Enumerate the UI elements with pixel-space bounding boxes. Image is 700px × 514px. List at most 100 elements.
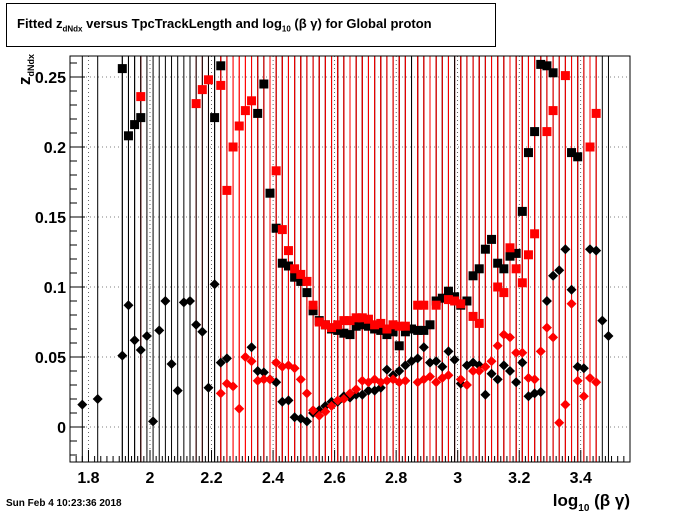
data-point-diamond (548, 270, 559, 281)
data-point-diamond (314, 410, 325, 421)
data-point-diamond (394, 366, 405, 376)
data-point-diamond (351, 384, 362, 395)
data-point-diamond (123, 300, 134, 311)
data-point-square (542, 127, 552, 137)
marker-layer (77, 59, 614, 428)
data-point-square (530, 127, 540, 137)
data-point-diamond (381, 364, 392, 375)
data-point-square (443, 295, 453, 305)
x-tick-label: 2 (146, 470, 155, 487)
data-point-diamond (554, 417, 565, 428)
data-point-diamond (548, 332, 559, 343)
y-axis-title: zdNdx (15, 54, 36, 85)
data-point-square (271, 166, 281, 176)
data-point-square (585, 142, 595, 152)
axis-layer: 1.8 2 2.2 2.4 2.6 2.8 3 3.2 3.4 0 0.05 0.1 0.15 0.2 0.… (15, 54, 630, 514)
data-point-square (302, 288, 312, 298)
data-point-diamond (320, 406, 331, 417)
x-tick-label: 2.2 (200, 470, 222, 487)
data-point-diamond (572, 375, 583, 386)
data-point-square (413, 300, 423, 310)
data-point-diamond (560, 244, 571, 255)
data-point-diamond (418, 342, 429, 353)
data-point-square (130, 120, 140, 130)
data-point-diamond (585, 373, 595, 383)
data-point-diamond (148, 416, 159, 427)
data-point-square (247, 96, 257, 106)
data-point-diamond (141, 331, 152, 341)
data-point-diamond (455, 374, 466, 385)
data-point-diamond (541, 322, 552, 333)
data-point-square (548, 68, 558, 78)
data-point-square (290, 264, 300, 274)
data-point-square (419, 300, 429, 310)
data-point-diamond (486, 356, 497, 367)
data-point-square (320, 320, 330, 330)
data-point-square (191, 99, 201, 109)
data-point-diamond (591, 245, 602, 256)
data-point-square (271, 223, 281, 233)
data-point-diamond (246, 342, 257, 353)
data-point-square (523, 148, 533, 158)
data-point-diamond (511, 377, 522, 388)
data-point-square (345, 316, 355, 326)
x-tick-label: 1.8 (77, 470, 99, 487)
data-point-diamond (357, 389, 368, 400)
data-point-diamond (166, 359, 177, 369)
data-point-diamond (363, 385, 374, 396)
data-point-square (351, 321, 361, 331)
data-point-diamond (117, 350, 128, 361)
data-point-square (591, 108, 601, 118)
y-tick-label: 0.15 (35, 210, 66, 227)
data-point-square (400, 327, 410, 337)
data-point-square (499, 264, 509, 274)
data-point-square (468, 271, 478, 281)
data-point-square (480, 244, 490, 254)
data-point-square (407, 324, 417, 334)
data-point-diamond (474, 366, 485, 376)
data-point-square (450, 296, 460, 306)
data-point-diamond (320, 401, 331, 411)
x-tick-label: 3 (453, 470, 462, 487)
data-point-square (117, 64, 127, 74)
y-tick-label: 0.1 (44, 280, 66, 297)
data-point-square (425, 320, 435, 330)
data-point-diamond (505, 332, 515, 343)
title-sub: dNdx (62, 24, 83, 34)
data-point-square (536, 59, 546, 69)
data-point-square (437, 293, 447, 303)
data-point-square (413, 325, 423, 335)
data-point-diamond (197, 326, 208, 337)
data-point-square (259, 79, 269, 89)
data-point-square (388, 327, 398, 337)
data-point-square (505, 243, 515, 253)
data-point-square (493, 258, 503, 268)
data-point-square (474, 318, 484, 328)
data-point-square (357, 320, 367, 330)
data-point-square (511, 248, 521, 258)
data-point-square (523, 250, 533, 260)
data-point-square (345, 330, 355, 340)
error-bar-layer (81, 56, 609, 462)
data-point-square (382, 324, 392, 334)
data-point-diamond (560, 399, 571, 410)
data-point-square (400, 321, 410, 331)
data-point-square (468, 311, 478, 321)
title-post: (β γ) for Global proton (290, 16, 432, 31)
data-point-diamond (529, 374, 540, 385)
data-point-square (197, 85, 207, 95)
x-tick-label: 3.4 (570, 470, 592, 487)
data-point-diamond (492, 340, 503, 351)
data-point-square (351, 313, 361, 323)
data-point-diamond (301, 416, 312, 427)
data-point-diamond (437, 361, 448, 372)
y-tick-label: 0.25 (35, 70, 66, 87)
data-point-square (357, 313, 367, 323)
data-point-diamond (591, 377, 602, 388)
x-tick-label: 2.8 (385, 470, 407, 487)
data-point-diamond (486, 368, 497, 379)
data-point-square (136, 113, 146, 123)
data-point-square (499, 288, 509, 298)
data-point-diamond (578, 391, 589, 402)
data-point-diamond (271, 357, 282, 368)
